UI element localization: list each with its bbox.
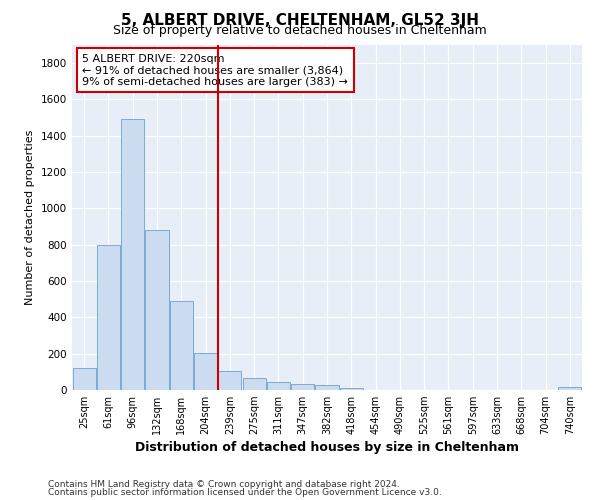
Bar xyxy=(194,353,217,390)
Y-axis label: Number of detached properties: Number of detached properties xyxy=(25,130,35,305)
Bar xyxy=(340,388,363,390)
X-axis label: Distribution of detached houses by size in Cheltenham: Distribution of detached houses by size … xyxy=(135,442,519,454)
Text: Contains public sector information licensed under the Open Government Licence v3: Contains public sector information licen… xyxy=(48,488,442,497)
Bar xyxy=(291,384,314,390)
Text: Contains HM Land Registry data © Crown copyright and database right 2024.: Contains HM Land Registry data © Crown c… xyxy=(48,480,400,489)
Bar xyxy=(97,244,120,390)
Bar xyxy=(218,371,241,390)
Bar xyxy=(73,368,95,390)
Bar xyxy=(267,382,290,390)
Bar xyxy=(170,301,193,390)
Text: 5 ALBERT DRIVE: 220sqm
← 91% of detached houses are smaller (3,864)
9% of semi-d: 5 ALBERT DRIVE: 220sqm ← 91% of detached… xyxy=(82,54,348,87)
Bar xyxy=(559,387,581,390)
Bar xyxy=(316,385,338,390)
Text: 5, ALBERT DRIVE, CHELTENHAM, GL52 3JH: 5, ALBERT DRIVE, CHELTENHAM, GL52 3JH xyxy=(121,12,479,28)
Text: Size of property relative to detached houses in Cheltenham: Size of property relative to detached ho… xyxy=(113,24,487,37)
Bar xyxy=(145,230,169,390)
Bar xyxy=(121,120,144,390)
Bar xyxy=(242,378,266,390)
